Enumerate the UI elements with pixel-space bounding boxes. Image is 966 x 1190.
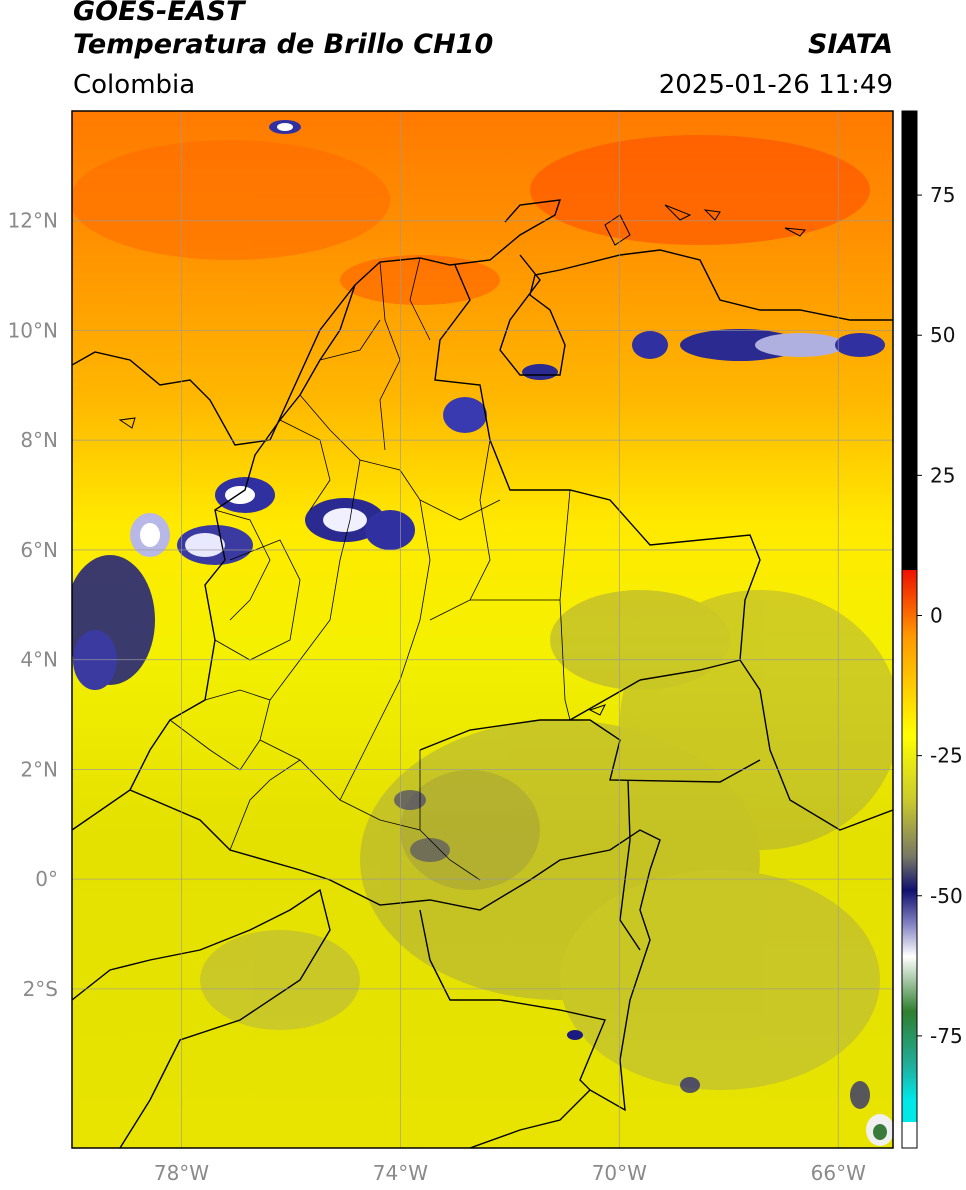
lat-tick-label: 4°N	[20, 648, 58, 672]
colorbar-tick-label: -25	[930, 744, 963, 768]
lat-tick-label: 10°N	[8, 318, 58, 342]
product-title: Temperatura de Brillo CH10	[73, 29, 494, 60]
colorbar-ticks: 75 50 25 0 -25 -50 -75	[917, 183, 963, 1048]
lat-tick-label: 0°	[35, 867, 58, 891]
map-frame	[71, 110, 894, 1149]
lon-tick-label: 70°W	[592, 1161, 647, 1185]
lon-tick-label: 78°W	[154, 1161, 209, 1185]
satellite-title: GOES-EAST	[73, 0, 245, 27]
colorbar-tick-label: 75	[930, 183, 955, 207]
lon-tick-label: 66°W	[811, 1161, 866, 1185]
colorbar: 75 50 25 0 -25 -50 -75	[901, 110, 963, 1149]
colorbar-gradient	[902, 570, 917, 1122]
islands	[118, 204, 806, 716]
colorbar-tick-label: 25	[930, 463, 955, 487]
colorbar-tick-label: 0	[930, 603, 943, 627]
lon-tick-label: 74°W	[373, 1161, 428, 1185]
datetime-label: 2025-01-26 11:49	[658, 70, 893, 100]
latitude-tick-labels: 12°N 10°N 8°N 6°N 4°N 2°N 0° 2°S	[8, 209, 58, 1001]
lat-tick-label: 2°N	[20, 757, 58, 781]
colorbar-tick-label: -50	[930, 884, 963, 908]
colorbar-frame	[901, 110, 918, 1149]
country-borders	[72, 199, 893, 1148]
lat-tick-label: 12°N	[8, 209, 58, 233]
region-label: Colombia	[73, 70, 196, 100]
colorbar-tick-label: -75	[930, 1024, 963, 1048]
colorbar-white-segment	[902, 1122, 917, 1148]
cold-cloud-tops	[72, 120, 893, 1146]
lat-tick-label: 6°N	[20, 538, 58, 562]
source-label: SIATA	[807, 29, 893, 60]
warm-plume	[72, 135, 870, 305]
colorbar-black-segment	[902, 111, 917, 570]
graticule	[72, 111, 893, 1148]
colorbar-tick-label: 50	[930, 323, 955, 347]
lat-tick-label: 2°S	[23, 977, 58, 1001]
lat-tick-label: 8°N	[20, 428, 58, 452]
longitude-tick-labels: 78°W 74°W 70°W 66°W	[154, 1161, 866, 1185]
